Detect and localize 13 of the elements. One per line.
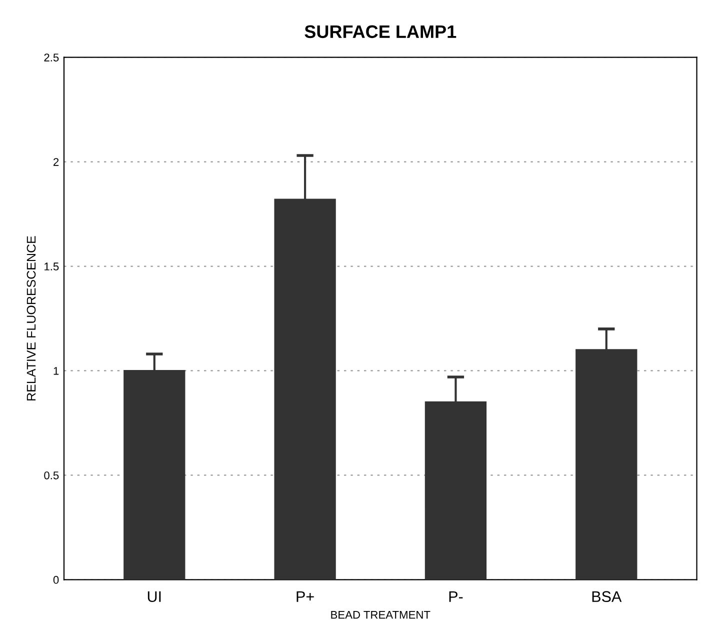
y-tick-label: 2.5	[44, 54, 59, 62]
x-tick-label: BSA	[592, 591, 622, 602]
y-tick-label: 1.5	[44, 262, 59, 270]
y-tick-label: 0.5	[44, 471, 59, 480]
x-tick-label: P+	[296, 591, 314, 602]
y-axis-title: RELATIVE FLUORESCENCE	[26, 236, 36, 400]
x-tick-label: UI	[148, 591, 161, 602]
x-tick-label: P-	[449, 591, 463, 602]
x-axis-title: BEAD TREATMENT	[331, 610, 430, 619]
chart-title: SURFACE LAMP1	[304, 25, 456, 38]
y-tick-label: 0	[53, 576, 59, 584]
y-tick-label: 1	[54, 367, 59, 375]
y-tick-label: 2	[54, 158, 59, 166]
